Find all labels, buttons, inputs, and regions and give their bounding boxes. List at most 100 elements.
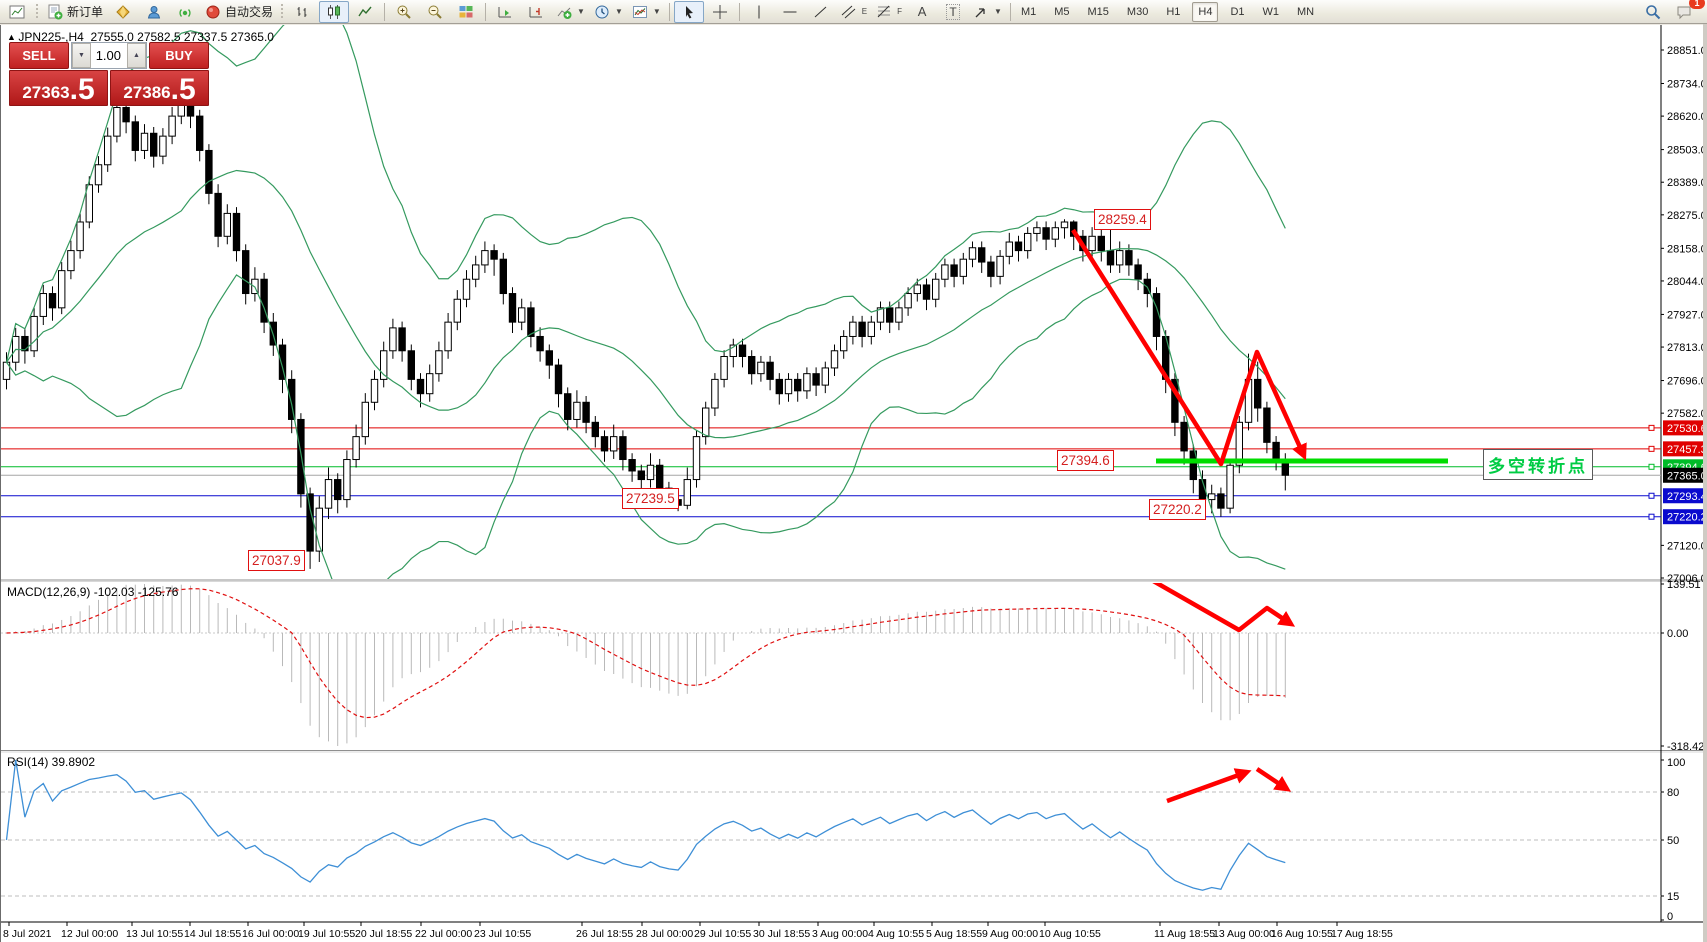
new-order-icon [48, 4, 63, 19]
autotrading-label: 自动交易 [225, 5, 274, 19]
periods-button[interactable]: ▼ [590, 1, 627, 23]
toolbar-separator [485, 2, 487, 21]
macd-indicator-label: MACD(12,26,9) -102.03 -125.76 [7, 585, 179, 599]
volume-value[interactable]: 1.00 [95, 48, 121, 63]
new-chart-button[interactable] [2, 1, 32, 23]
svg-text:13 Jul 10:55: 13 Jul 10:55 [126, 928, 183, 940]
arrows-tool[interactable]: ▼ [969, 1, 1006, 23]
text-label-icon: T [946, 3, 960, 20]
price-annotation-label[interactable]: 27220.2 [1149, 499, 1206, 520]
svg-text:16 Jul 00:00: 16 Jul 00:00 [242, 928, 299, 940]
sell-button[interactable]: SELL [9, 42, 69, 69]
sell-price-main: 27363 [22, 83, 70, 102]
chart-shift-button[interactable] [521, 1, 551, 23]
search-button[interactable] [1638, 1, 1668, 23]
text-label-tool[interactable]: T [938, 1, 968, 23]
svg-text:8 Jul 2021: 8 Jul 2021 [3, 928, 52, 940]
svg-text:27582.0: 27582.0 [1667, 408, 1707, 420]
price-annotation-label[interactable]: 28259.4 [1094, 209, 1151, 230]
candlestick-chart-icon [328, 4, 341, 19]
zoom-out-button[interactable] [420, 1, 450, 23]
tab-timeframe-M1[interactable]: M1 [1020, 5, 1037, 18]
signals-button[interactable] [170, 1, 200, 23]
vertical-line-tool[interactable] [744, 1, 774, 23]
buy-button[interactable]: BUY [149, 42, 209, 69]
templates-button[interactable]: ▼ [628, 1, 665, 23]
tile-windows-icon [459, 5, 473, 17]
tab-timeframe-D1[interactable]: D1 [1230, 5, 1245, 18]
new-order-button[interactable]: 新订单 [43, 1, 107, 23]
text-tool-icon: A [917, 4, 927, 19]
market-button[interactable] [108, 1, 138, 23]
tab-timeframe-MN[interactable]: MN [1297, 5, 1315, 18]
cursor-icon [685, 5, 693, 18]
svg-text:30 Jul 18:55: 30 Jul 18:55 [753, 928, 810, 940]
svg-text:16 Aug 10:55: 16 Aug 10:55 [1271, 928, 1333, 940]
horizontal-line-tool[interactable] [775, 1, 805, 23]
svg-text:28389.0: 28389.0 [1667, 177, 1707, 189]
svg-text:4 Aug 10:55: 4 Aug 10:55 [868, 928, 924, 940]
add-indicator-button[interactable]: ▼ [552, 1, 589, 23]
add-indicator-icon [557, 7, 572, 19]
price-annotation-label[interactable]: 27037.9 [248, 550, 305, 571]
svg-text:28851.0: 28851.0 [1667, 45, 1707, 57]
turning-point-note[interactable]: 多空转折点 [1483, 449, 1593, 480]
zoom-in-button[interactable] [389, 1, 419, 23]
window-right-border [1703, 24, 1707, 942]
trendline-icon [814, 6, 827, 17]
tab-timeframe-H4[interactable]: H4 [1192, 1, 1219, 22]
toolbar-separator [1009, 2, 1011, 21]
chart-svg[interactable]: 28851.0 28734.0 28620.0 28503.0 28389.0 28275… [1, 25, 1707, 942]
price-annotation-label[interactable]: 27394.6 [1057, 450, 1114, 471]
text-tool[interactable]: A [907, 1, 937, 23]
svg-text:17 Aug 18:55: 17 Aug 18:55 [1331, 928, 1393, 940]
volume-stepper[interactable]: ▼ 1.00 ▲ [71, 42, 147, 69]
svg-text:27530.6: 27530.6 [1667, 423, 1707, 435]
auto-scroll-button[interactable] [490, 1, 520, 23]
equidistant-channel-tool[interactable]: E [837, 1, 871, 23]
line-chart-icon [358, 6, 372, 16]
svg-text:0: 0 [1667, 911, 1673, 923]
tab-timeframe-W1[interactable]: W1 [1262, 5, 1280, 18]
bars-chart-button[interactable] [288, 1, 318, 23]
line-chart-button[interactable] [350, 1, 380, 23]
svg-text:27457.3: 27457.3 [1667, 444, 1707, 456]
autotrading-button[interactable]: 自动交易 [201, 1, 277, 23]
volume-increase-button[interactable]: ▲ [127, 43, 146, 68]
tab-timeframe-M30[interactable]: M30 [1126, 5, 1149, 18]
volume-decrease-button[interactable]: ▼ [72, 43, 91, 68]
community-button[interactable] [139, 1, 169, 23]
svg-text:28158.0: 28158.0 [1667, 243, 1707, 255]
crosshair-tool-button[interactable] [705, 1, 735, 23]
tab-timeframe-M5[interactable]: M5 [1054, 5, 1070, 18]
svg-text:27927.0: 27927.0 [1667, 309, 1707, 321]
buy-price[interactable]: 27386.5 [110, 70, 209, 106]
svg-text:27006.0: 27006.0 [1667, 573, 1707, 585]
svg-text:19 Jul 10:55: 19 Jul 10:55 [298, 928, 355, 940]
candles-chart-button[interactable] [319, 0, 350, 23]
svg-text:28275.0: 28275.0 [1667, 210, 1707, 222]
price-annotation-label[interactable]: 27239.5 [622, 488, 679, 509]
chart-canvas[interactable]: 28851.0 28734.0 28620.0 28503.0 28389.0 28275… [0, 25, 1707, 942]
channel-icon [841, 5, 856, 18]
tab-timeframe-M15[interactable]: M15 [1087, 5, 1109, 18]
tab-timeframe-H1[interactable]: H1 [1166, 5, 1181, 18]
trendline-tool[interactable] [806, 1, 836, 23]
fibonacci-tool[interactable]: F [872, 1, 906, 23]
signal-icon [179, 8, 191, 17]
dropdown-caret: ▼ [614, 7, 623, 16]
svg-text:23 Jul 10:55: 23 Jul 10:55 [474, 928, 531, 940]
notification-badge: 1 [1689, 0, 1705, 9]
autotrading-icon [206, 5, 220, 18]
toolbar-grip [280, 3, 286, 20]
svg-text:15: 15 [1667, 891, 1679, 903]
sell-price-frac: .5 [69, 73, 95, 106]
svg-text:28734.0: 28734.0 [1667, 78, 1707, 90]
person-icon [147, 5, 161, 18]
timeframe-toolbar: M1 M5 M15 M30 H1 H4 D1 W1 MN [1015, 1, 1320, 22]
notifications-button[interactable]: 1 [1669, 0, 1705, 23]
cursor-tool-button[interactable] [673, 0, 704, 23]
svg-text:14 Jul 18:55: 14 Jul 18:55 [184, 928, 241, 940]
tile-windows-button[interactable] [451, 1, 481, 23]
sell-price[interactable]: 27363.5 [9, 70, 108, 106]
